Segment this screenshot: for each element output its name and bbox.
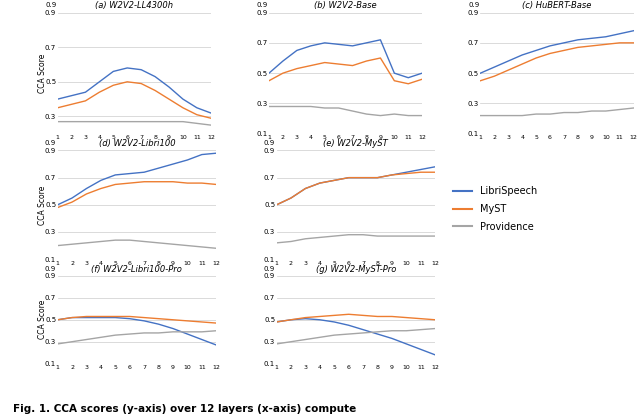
Y-axis label: CCA Score: CCA Score xyxy=(38,54,47,93)
Title: (f) W2V2-Libri100-Pro: (f) W2V2-Libri100-Pro xyxy=(92,265,182,274)
Text: 0.9: 0.9 xyxy=(264,266,275,273)
Text: 0.9: 0.9 xyxy=(468,2,479,8)
Text: 0.9: 0.9 xyxy=(45,266,56,273)
Title: (b) W2V2-Base: (b) W2V2-Base xyxy=(314,1,377,10)
Y-axis label: CCA Score: CCA Score xyxy=(38,185,47,224)
Title: (d) W2V2-Libri100: (d) W2V2-Libri100 xyxy=(99,139,175,148)
Title: (a) W2V2-LL4300h: (a) W2V2-LL4300h xyxy=(95,1,173,10)
Text: 0.9: 0.9 xyxy=(45,2,56,8)
Title: (e) W2V2-MyST: (e) W2V2-MyST xyxy=(323,139,388,148)
Text: 0.9: 0.9 xyxy=(264,140,275,146)
Text: Fig. 1. CCA scores (y-axis) over 12 layers (x-axis) compute: Fig. 1. CCA scores (y-axis) over 12 laye… xyxy=(13,404,356,414)
Title: (g) W2V2-MyST-Pro: (g) W2V2-MyST-Pro xyxy=(316,265,396,274)
Legend: LibriSpeech, MyST, Providence: LibriSpeech, MyST, Providence xyxy=(453,186,538,232)
Text: 0.9: 0.9 xyxy=(257,2,268,8)
Title: (c) HuBERT-Base: (c) HuBERT-Base xyxy=(522,1,592,10)
Text: 0.9: 0.9 xyxy=(45,140,56,146)
Y-axis label: CCA Score: CCA Score xyxy=(38,300,47,339)
